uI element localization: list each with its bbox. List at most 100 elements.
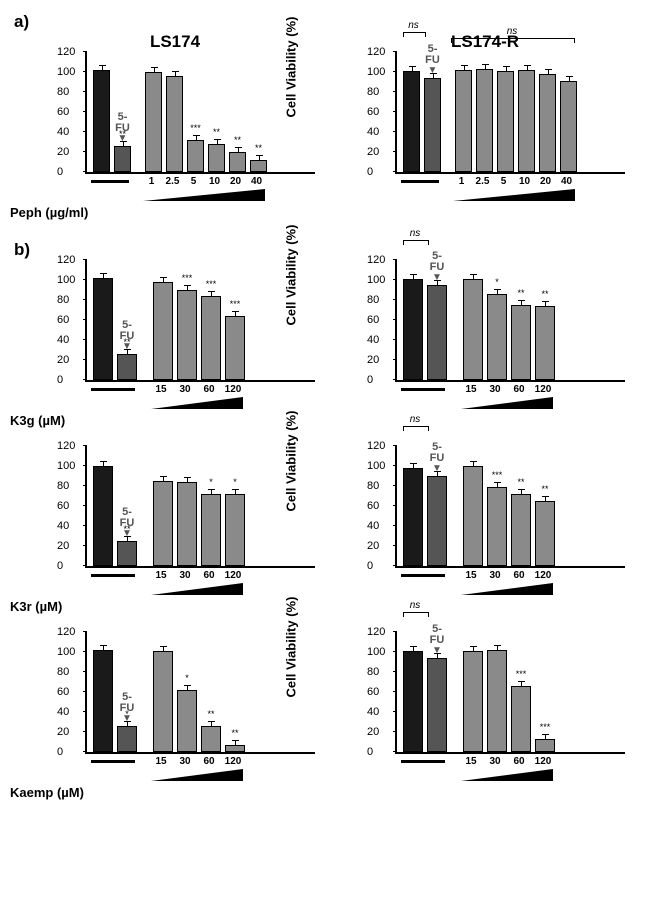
y-tick: 100 xyxy=(367,460,385,472)
y-tick: 80 xyxy=(367,666,379,678)
control-bar xyxy=(403,651,423,752)
control-dash xyxy=(401,574,445,577)
dose-wedge-icon xyxy=(151,397,243,409)
y-tick: 20 xyxy=(57,726,69,738)
bars-container: **5-FU********* xyxy=(87,260,245,380)
y-tick: 60 xyxy=(367,686,379,698)
significance-marker: *** xyxy=(230,299,241,309)
significance-marker: ** xyxy=(231,728,238,738)
dose-label: 120 xyxy=(223,384,243,395)
treatment-bar: ** xyxy=(535,501,555,566)
dose-wedge-icon xyxy=(151,583,243,595)
dose-label: 30 xyxy=(485,384,505,395)
dose-wedge-icon xyxy=(461,769,553,781)
dose-label: 10 xyxy=(206,176,223,187)
ls174-chart: Cell Viability (%)020406080100120*5-FU**… xyxy=(35,632,315,781)
treatment-bar xyxy=(463,651,483,752)
significance-marker: *** xyxy=(182,273,193,283)
y-tick: 80 xyxy=(367,86,379,98)
chart-row: Cell Viability (%)020406080100120**5-FU*… xyxy=(10,52,650,201)
treatment-bar xyxy=(455,70,472,172)
treatment-bar: *** xyxy=(511,686,531,752)
dose-label: 20 xyxy=(537,176,554,187)
y-tick: 120 xyxy=(367,626,385,638)
significance-marker: ** xyxy=(213,127,220,137)
control-dash xyxy=(401,760,445,763)
fu-bar: 5-FU xyxy=(427,285,447,380)
treatment-bar xyxy=(463,279,483,380)
y-tick: 120 xyxy=(57,254,75,266)
treatment-bar xyxy=(539,74,556,172)
y-tick: 0 xyxy=(57,746,63,758)
chart-row: Cell Viability (%)020406080100120*5-FU**… xyxy=(10,632,650,781)
dose-label: 30 xyxy=(175,570,195,581)
significance-marker: * xyxy=(495,277,499,287)
treatment-bar: *** xyxy=(535,739,555,752)
y-tick: 0 xyxy=(367,166,373,178)
plot-area: 020406080100120*5-FU***** xyxy=(85,632,315,754)
dose-label: 60 xyxy=(509,570,529,581)
treatment-bar xyxy=(518,70,535,172)
plot-area: 020406080100120**5-FU********* xyxy=(85,260,315,382)
dose-label: 40 xyxy=(248,176,265,187)
ns-label: ns xyxy=(410,228,421,239)
y-tick: 120 xyxy=(57,46,75,58)
control-bar xyxy=(403,468,423,566)
y-tick: 80 xyxy=(57,294,69,306)
treatment-bar: *** xyxy=(225,316,245,380)
treatment-bar: ** xyxy=(511,494,531,566)
y-tick: 20 xyxy=(367,146,379,158)
ns-bracket xyxy=(403,240,429,245)
significance-marker: *** xyxy=(516,669,527,679)
ns-bracket xyxy=(403,426,429,431)
y-tick: 80 xyxy=(57,480,69,492)
dose-label: 120 xyxy=(533,384,553,395)
y-tick: 20 xyxy=(367,540,379,552)
compound-label: Peph (µg/ml) xyxy=(10,205,650,220)
plot-area: 020406080100120**5-FU** xyxy=(85,446,315,568)
treatment-bar: ** xyxy=(511,305,531,380)
significance-marker: * xyxy=(185,673,189,683)
control-dash xyxy=(91,760,135,763)
ls174-chart: Cell Viability (%)020406080100120**5-FU*… xyxy=(35,52,315,201)
ls174r-chart: Cell Viability (%)0204060801001205-FU***… xyxy=(345,446,625,595)
y-tick: 20 xyxy=(367,726,379,738)
ns-bracket xyxy=(451,38,575,43)
fu-label: 5-FU xyxy=(115,112,130,144)
treatment-bar: * xyxy=(201,494,221,566)
treatment-bar: *** xyxy=(177,290,197,380)
dose-label: 120 xyxy=(223,756,243,767)
dose-label: 15 xyxy=(151,384,171,395)
ls174r-chart: Cell Viability (%)0204060801001205-FUnsn… xyxy=(345,52,625,201)
y-tick: 0 xyxy=(367,374,373,386)
bars-container: 5-FU***** xyxy=(397,260,555,380)
ls174r-chart: Cell Viability (%)0204060801001205-FU***… xyxy=(345,260,625,409)
dose-label: 60 xyxy=(199,384,219,395)
y-tick: 60 xyxy=(57,500,69,512)
y-tick: 120 xyxy=(367,440,385,452)
y-tick: 100 xyxy=(367,274,385,286)
fu-bar: 5-FU xyxy=(424,78,441,172)
dose-label: 10 xyxy=(516,176,533,187)
dose-label: 30 xyxy=(485,756,505,767)
significance-marker: ** xyxy=(541,289,548,299)
dose-label: 1 xyxy=(143,176,160,187)
y-tick: 0 xyxy=(367,560,373,572)
treatment-bar xyxy=(487,650,507,752)
y-axis-label: Cell Viability (%) xyxy=(284,7,299,127)
control-dash xyxy=(91,574,135,577)
y-tick: 80 xyxy=(57,86,69,98)
treatment-bar: ** xyxy=(208,144,225,172)
ls174-chart: Cell Viability (%)020406080100120**5-FU*… xyxy=(35,446,315,595)
y-tick: 100 xyxy=(57,274,75,286)
control-bar xyxy=(93,278,113,380)
panel-label: a) xyxy=(14,12,650,32)
bars-container: **5-FU** xyxy=(87,446,245,566)
dose-label: 60 xyxy=(509,756,529,767)
y-tick: 0 xyxy=(57,374,63,386)
treatment-bar xyxy=(463,466,483,566)
treatment-bar xyxy=(145,72,162,172)
ls174-chart: Cell Viability (%)020406080100120**5-FU*… xyxy=(35,260,315,409)
treatment-bar: ** xyxy=(229,152,246,172)
treatment-bar: ** xyxy=(535,306,555,380)
